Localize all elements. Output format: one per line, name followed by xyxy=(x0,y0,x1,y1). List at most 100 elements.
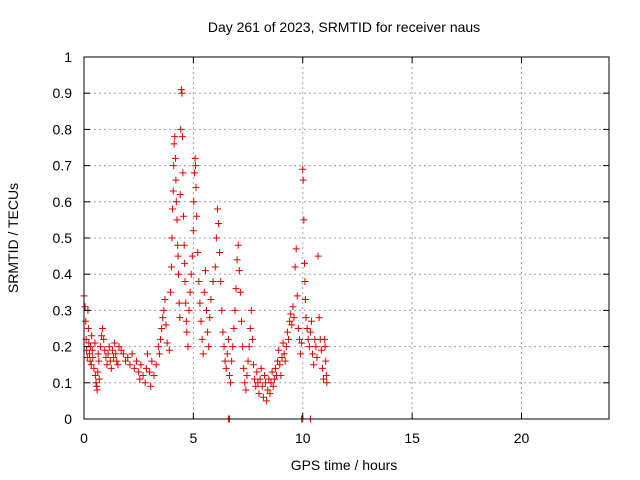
x-tick-label: 15 xyxy=(404,430,420,446)
data-point xyxy=(142,364,150,372)
data-point xyxy=(236,288,244,296)
data-point xyxy=(188,252,196,260)
data-point xyxy=(91,339,99,347)
data-point xyxy=(100,335,108,343)
data-point xyxy=(299,176,307,184)
data-point xyxy=(194,248,202,256)
data-point xyxy=(130,364,138,372)
data-point xyxy=(185,306,193,314)
data-point xyxy=(232,285,240,293)
data-point xyxy=(94,350,102,358)
data-point xyxy=(182,317,190,325)
data-point xyxy=(228,357,236,365)
data-point xyxy=(137,361,145,369)
data-point xyxy=(266,390,274,398)
data-point xyxy=(323,379,331,387)
data-point xyxy=(263,397,271,405)
data-point xyxy=(260,372,268,380)
data-point xyxy=(105,343,113,351)
data-point xyxy=(254,379,262,387)
data-point xyxy=(175,299,183,307)
data-point xyxy=(81,303,89,311)
data-point xyxy=(301,259,308,267)
data-point xyxy=(283,328,291,336)
data-point xyxy=(181,259,189,267)
data-point xyxy=(241,379,249,387)
data-point xyxy=(238,317,245,325)
data-point xyxy=(94,368,102,376)
data-point xyxy=(176,314,184,322)
data-point xyxy=(206,314,214,322)
data-point xyxy=(291,263,299,271)
data-point xyxy=(155,350,163,358)
data-point xyxy=(280,350,288,358)
data-point xyxy=(86,357,94,365)
data-point xyxy=(257,364,265,372)
data-point xyxy=(321,335,329,343)
data-point xyxy=(230,325,238,332)
data-point xyxy=(147,382,155,390)
data-point xyxy=(199,350,207,358)
data-point xyxy=(195,277,203,285)
data-point xyxy=(279,339,287,347)
data-point xyxy=(244,357,252,365)
y-tick-label: 0.5 xyxy=(53,230,73,246)
data-point xyxy=(169,205,177,213)
data-point xyxy=(303,325,311,332)
data-point xyxy=(317,346,325,354)
data-point xyxy=(297,350,305,358)
data-point xyxy=(177,125,185,133)
data-point xyxy=(200,288,208,296)
data-point xyxy=(171,154,179,162)
data-point xyxy=(170,162,178,170)
data-point xyxy=(190,169,198,177)
data-point xyxy=(197,317,205,325)
data-point xyxy=(162,321,170,329)
data-point xyxy=(170,140,178,148)
data-point xyxy=(256,375,264,383)
data-point xyxy=(270,375,278,383)
data-point xyxy=(102,353,110,361)
data-point xyxy=(182,299,190,307)
data-point xyxy=(287,310,295,318)
data-point xyxy=(294,325,302,332)
data-point xyxy=(168,263,175,271)
data-point xyxy=(113,357,121,365)
y-tick-label: 0 xyxy=(64,411,72,427)
data-point xyxy=(259,393,267,401)
data-point xyxy=(186,288,194,296)
data-point xyxy=(312,343,320,351)
data-point xyxy=(160,306,168,314)
data-point xyxy=(250,361,258,369)
data-point xyxy=(176,191,184,199)
data-point xyxy=(315,314,323,322)
data-point xyxy=(172,176,180,184)
data-point xyxy=(124,353,132,361)
y-tick-label: 0.2 xyxy=(53,339,73,355)
data-point xyxy=(252,382,260,390)
data-point xyxy=(107,364,115,372)
data-point xyxy=(227,379,235,387)
data-point xyxy=(253,368,261,376)
data-point xyxy=(223,350,231,358)
data-point xyxy=(154,343,162,351)
data-point xyxy=(181,277,189,285)
data-point xyxy=(298,339,306,347)
data-point xyxy=(318,364,326,372)
x-tick-label: 5 xyxy=(189,430,197,446)
data-point xyxy=(104,350,112,358)
data-point xyxy=(101,346,109,354)
data-point xyxy=(205,343,213,351)
data-point xyxy=(133,357,140,365)
data-point xyxy=(174,241,182,249)
data-point xyxy=(148,357,156,365)
data-point xyxy=(159,314,167,322)
data-point xyxy=(216,248,224,256)
data-point xyxy=(171,133,179,141)
data-point xyxy=(106,357,114,365)
data-point xyxy=(165,346,173,354)
data-point xyxy=(143,350,151,358)
data-point xyxy=(99,325,107,332)
data-point xyxy=(198,335,206,343)
data-point xyxy=(242,386,250,394)
